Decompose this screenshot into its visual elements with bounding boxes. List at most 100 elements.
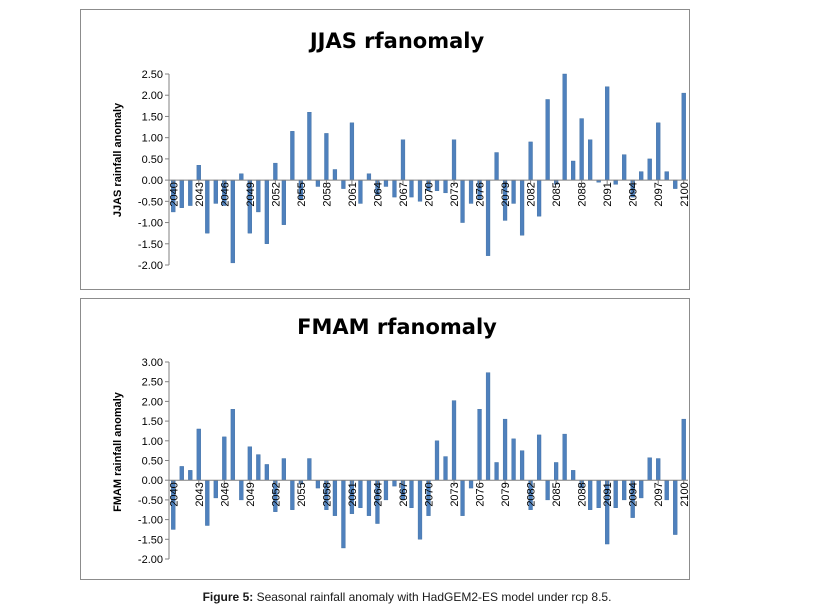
x-tick-label: 2094 — [628, 482, 640, 506]
y-tick-label: 2.50 — [142, 69, 163, 81]
bar-2057 — [315, 479, 321, 489]
y-tick-label: 2.50 — [142, 377, 163, 389]
y-tick-label: 0.00 — [142, 475, 163, 487]
y-tick-label: -2.00 — [138, 554, 163, 566]
bar-2084 — [545, 479, 550, 501]
x-tick-label: 2097 — [653, 182, 665, 206]
y-tick-label: -1.00 — [138, 218, 163, 230]
x-tick-label: 2061 — [347, 182, 359, 206]
x-tick-label: 2088 — [577, 482, 589, 506]
bar-2069 — [417, 479, 423, 540]
y-axis-label: JJAS rainfall anomaly — [112, 102, 124, 217]
bar-2062 — [358, 179, 363, 204]
jjas-chart-panel: JJAS rfanomaly JJAS rainfall anomaly 2.5… — [80, 9, 690, 290]
bar-2087 — [571, 470, 576, 481]
bar-2077 — [485, 179, 491, 256]
y-tick-label: 1.50 — [142, 111, 163, 123]
x-tick-label: 2064 — [372, 482, 384, 506]
bar-2052 — [273, 162, 278, 181]
bar-2073 — [451, 400, 457, 481]
bar-2098 — [664, 171, 669, 181]
x-tick-label: 2076 — [475, 482, 487, 506]
bar-2090 — [596, 479, 601, 508]
bar-2065 — [383, 479, 389, 501]
y-tick-label: 0.50 — [142, 456, 163, 468]
bar-2056 — [307, 458, 312, 481]
bar-2084 — [545, 99, 550, 181]
bar-2076 — [477, 409, 482, 481]
bar-2072 — [443, 456, 448, 481]
bar-2096 — [647, 158, 652, 181]
bar-2100 — [681, 92, 686, 181]
y-tick-label: 1.00 — [142, 436, 163, 448]
bar-2056 — [307, 111, 312, 181]
bar-2087 — [571, 160, 576, 181]
x-tick-label: 2049 — [245, 182, 257, 206]
x-tick-label: 2073 — [449, 482, 461, 506]
bar-2067 — [400, 139, 406, 181]
bar-2075 — [468, 179, 474, 204]
x-tick-label: 2100 — [679, 482, 689, 506]
x-tick-label: 2043 — [194, 482, 206, 506]
bar-2045 — [213, 179, 218, 204]
bar-2043 — [196, 428, 201, 481]
bar-2099 — [673, 179, 678, 189]
bar-2091 — [605, 86, 610, 181]
bar-2063 — [366, 479, 372, 516]
bar-2079 — [502, 418, 508, 481]
bar-2042 — [188, 179, 193, 206]
figure-caption: Figure 5: Seasonal rainfall anomaly with… — [0, 590, 814, 604]
bar-2059 — [332, 169, 338, 181]
bar-2061 — [349, 122, 355, 181]
y-tick-label: 0.00 — [142, 175, 163, 187]
bar-2083 — [536, 434, 542, 481]
bar-2053 — [281, 458, 286, 481]
y-tick-label: 2.00 — [142, 396, 163, 408]
fmam-chart: FMAM rfanomaly FMAM rainfall anomaly 3.0… — [112, 315, 689, 566]
x-tick-label: 2040 — [168, 182, 180, 206]
bar-2051 — [264, 179, 269, 244]
bar-2043 — [196, 165, 201, 181]
bar-2066 — [392, 479, 397, 487]
bar-2049 — [247, 446, 252, 481]
bar-2093 — [622, 479, 627, 501]
bar-2044 — [205, 479, 210, 526]
x-tick-label: 2064 — [372, 182, 384, 206]
bar-2100 — [681, 418, 686, 481]
bar-2088 — [579, 118, 584, 181]
y-tick-label: -1.50 — [138, 534, 163, 546]
x-tick-label: 2091 — [602, 182, 614, 206]
bar-2095 — [639, 171, 644, 181]
bar-2077 — [485, 372, 491, 481]
jjas-chart: JJAS rfanomaly JJAS rainfall anomaly 2.5… — [112, 29, 689, 272]
x-tick-label: 2067 — [398, 182, 410, 206]
bar-2074 — [460, 479, 465, 516]
x-tick-label: 2088 — [577, 182, 589, 206]
bar-2057 — [315, 179, 321, 187]
bar-2041 — [179, 179, 184, 208]
bar-2099 — [673, 479, 678, 535]
bar-2082 — [528, 141, 533, 181]
bar-2083 — [536, 179, 542, 217]
bar-2044 — [205, 179, 210, 234]
x-tick-label: 2043 — [194, 182, 206, 206]
bar-2054 — [290, 131, 295, 181]
y-tick-label: -0.50 — [138, 196, 163, 208]
bar-2051 — [264, 464, 269, 481]
y-tick-label: 1.00 — [142, 133, 163, 145]
bar-2075 — [468, 479, 474, 489]
x-tick-label: 2082 — [526, 182, 538, 206]
bar-2097 — [656, 122, 661, 181]
bar-2085 — [554, 462, 559, 481]
x-tick-label: 2094 — [628, 182, 640, 206]
x-tick-label: 2040 — [168, 482, 180, 506]
x-tick-label: 2100 — [679, 182, 689, 206]
bar-2073 — [451, 139, 457, 181]
bar-2062 — [358, 479, 363, 508]
bar-2065 — [383, 179, 389, 187]
bar-2047 — [230, 409, 235, 481]
y-tick-label: 3.00 — [142, 357, 163, 369]
bar-2063 — [366, 173, 372, 181]
y-tick-label: -0.50 — [138, 495, 163, 507]
x-tick-label: 2055 — [296, 182, 308, 206]
